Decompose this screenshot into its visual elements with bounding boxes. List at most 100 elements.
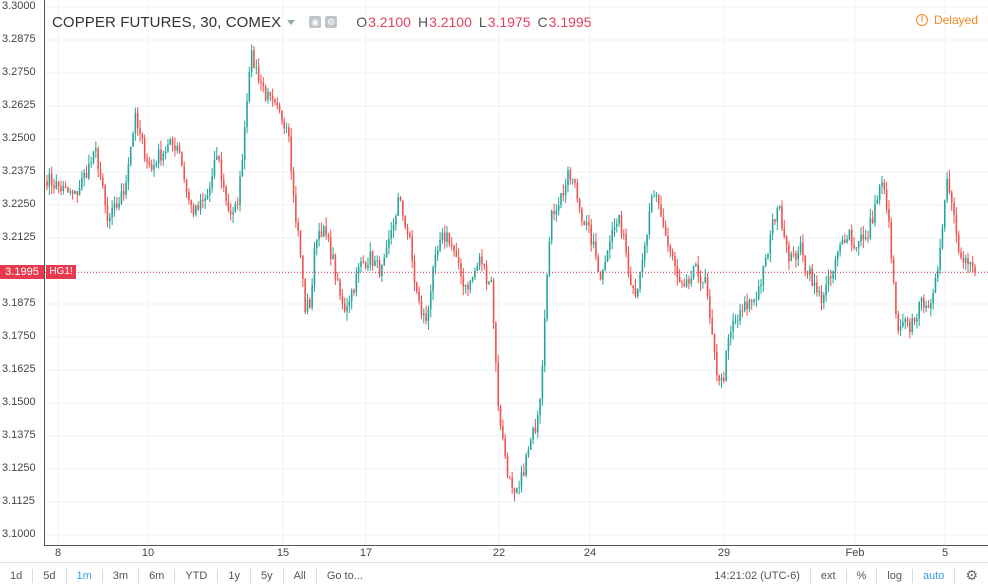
candle-body — [941, 227, 944, 248]
candle-body — [50, 173, 53, 186]
candle-body — [318, 231, 320, 240]
settings-small-icon[interactable]: ⚙ — [325, 16, 338, 28]
y-tick-label: 3.3000 — [2, 0, 36, 12]
candle-body — [397, 197, 399, 217]
candle-body — [811, 268, 813, 287]
candle-body — [953, 202, 955, 215]
range-all-button[interactable]: All — [284, 568, 317, 583]
candle-body — [557, 205, 560, 211]
candle-body — [313, 247, 316, 286]
ext-button[interactable]: ext — [811, 568, 847, 583]
candle-body — [885, 189, 888, 210]
candle-body — [520, 472, 523, 488]
time-axis[interactable]: 8 10 15 17 22 24 29 Feb 5 — [44, 545, 988, 563]
candle-body — [378, 260, 381, 277]
candle-body — [95, 148, 97, 152]
range-6m-button[interactable]: 6m — [139, 568, 176, 583]
candle-body — [290, 136, 293, 172]
eye-icon[interactable]: ◉ — [309, 16, 322, 28]
candle-body — [643, 245, 646, 260]
candle-body — [578, 199, 581, 209]
y-tick-label: 3.2125 — [2, 231, 36, 243]
candle-body — [853, 244, 855, 249]
candle-body — [911, 318, 914, 333]
candle-body — [118, 203, 120, 208]
candle-body — [539, 399, 541, 416]
candle-body — [550, 210, 553, 241]
candle-body — [176, 146, 179, 151]
candle-body — [883, 182, 886, 190]
candle-body — [695, 264, 697, 267]
candle-body — [136, 112, 139, 128]
candle-body — [492, 280, 495, 323]
candle-body — [339, 280, 341, 297]
range-1m-button[interactable]: 1m — [67, 568, 103, 583]
candle-body — [562, 193, 565, 196]
candle-body — [141, 134, 144, 139]
candle-body — [246, 100, 248, 128]
chart-legend-header: COPPER FUTURES, 30, COMEX ◉ ⚙ O 3.2100 H… — [52, 12, 591, 32]
candle-body — [225, 187, 227, 201]
candle-body — [260, 81, 262, 83]
candle-body — [806, 271, 809, 275]
candle-body — [546, 274, 548, 319]
candle-body — [450, 244, 453, 246]
range-5d-button[interactable]: 5d — [33, 568, 67, 583]
candle-body — [122, 191, 125, 195]
delayed-indicator[interactable]: ! Delayed — [915, 13, 978, 27]
percent-button[interactable]: % — [847, 568, 878, 583]
candle-body — [829, 276, 832, 279]
candle-body — [190, 200, 193, 206]
y-tick-label: 3.1125 — [2, 495, 35, 507]
candle-body — [681, 282, 683, 284]
price-chart-plot[interactable] — [45, 0, 988, 545]
candle-body — [320, 231, 323, 237]
candle-body — [439, 240, 441, 251]
candle-body — [350, 289, 353, 302]
candle-body — [355, 273, 358, 293]
candle-body — [836, 251, 839, 260]
time-readout[interactable]: 14:21:02 (UTC-6) — [704, 568, 811, 583]
symbol-title[interactable]: COPPER FUTURES, 30, COMEX — [52, 13, 282, 31]
candle-body — [832, 271, 834, 279]
candle-body — [548, 240, 551, 275]
candle-body — [890, 221, 893, 259]
candle-body — [457, 257, 460, 264]
last-price-badge: 3.1995 — [0, 265, 44, 279]
candle-body — [271, 95, 274, 100]
goto-button[interactable]: Go to... — [326, 569, 363, 582]
low-label: L — [478, 14, 487, 30]
candle-body — [488, 281, 490, 285]
candle-body — [157, 149, 160, 164]
log-button[interactable]: log — [877, 568, 914, 583]
candle-body — [634, 287, 637, 297]
candle-body — [625, 234, 627, 253]
candle-body — [867, 237, 869, 239]
range-3m-button[interactable]: 3m — [103, 568, 140, 583]
candle-body — [506, 456, 509, 477]
candle-body — [857, 241, 860, 248]
candle-body — [255, 67, 258, 69]
range-1y-button[interactable]: 1y — [218, 568, 251, 583]
candle-body — [295, 195, 297, 222]
candle-body — [809, 268, 811, 275]
gear-icon[interactable]: ⚙ — [965, 567, 978, 583]
open-value: 3.2100 — [368, 14, 411, 30]
auto-button[interactable]: auto — [913, 568, 956, 583]
candle-body — [704, 277, 707, 283]
range-1d-button[interactable]: 1d — [0, 568, 34, 583]
range-5y-button[interactable]: 5y — [251, 568, 284, 583]
candle-body — [174, 145, 176, 151]
candle-body — [927, 305, 930, 309]
candle-body — [916, 318, 918, 322]
candle-body — [667, 235, 669, 247]
range-ytd-button[interactable]: YTD — [175, 568, 219, 583]
candle-body — [913, 318, 916, 322]
candle-body — [555, 210, 558, 215]
y-tick-label: 3.1375 — [2, 429, 36, 441]
candle-body — [930, 302, 932, 309]
chevron-down-icon[interactable] — [287, 19, 296, 25]
candle-body — [683, 283, 686, 287]
candle-body — [481, 256, 483, 264]
candle-body — [646, 234, 648, 246]
